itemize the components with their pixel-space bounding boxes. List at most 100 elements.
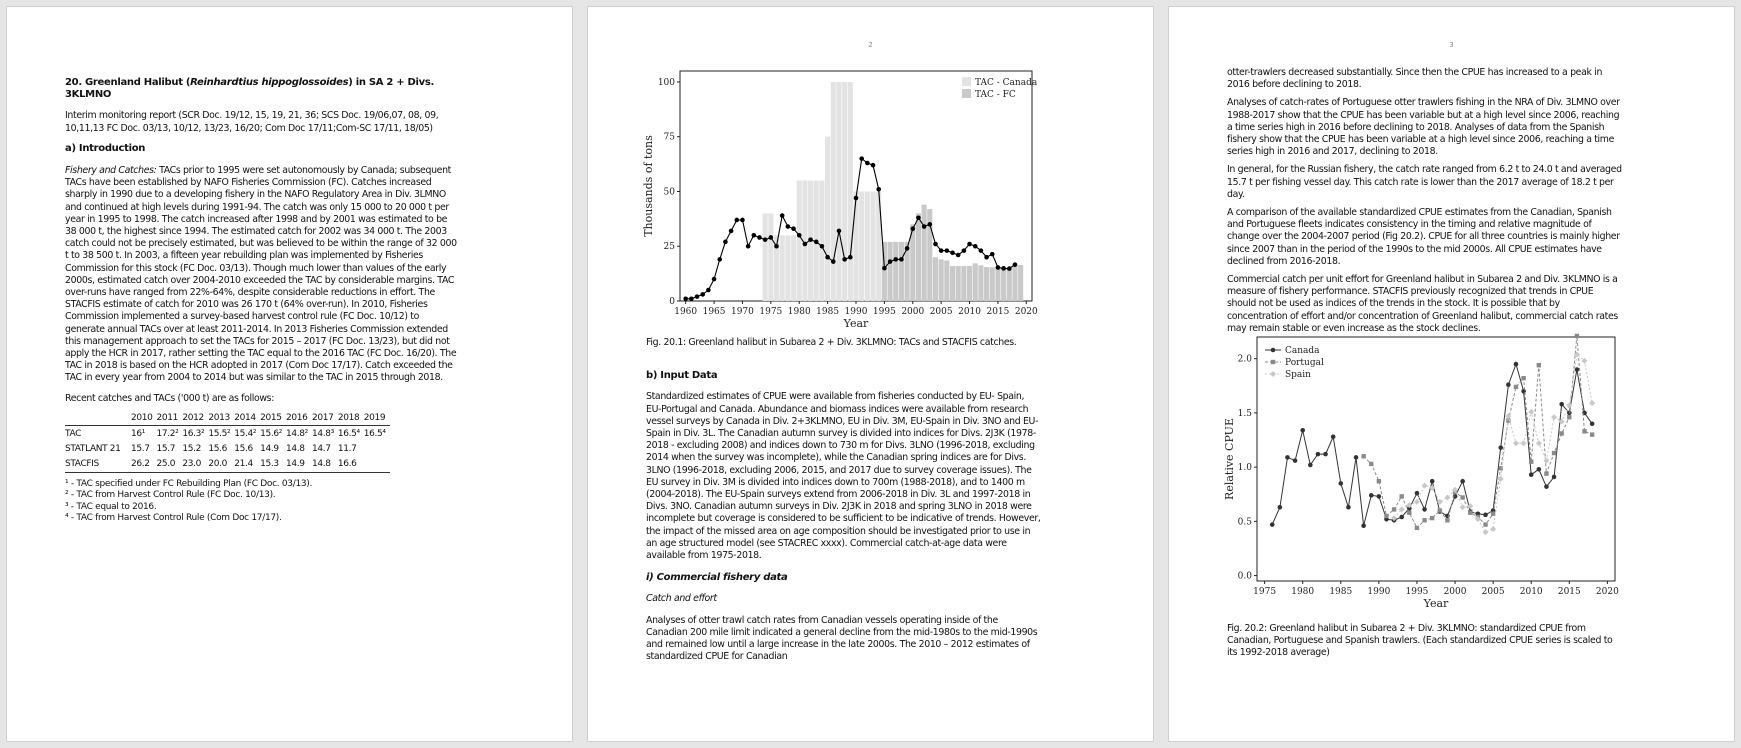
- legend-marker: [1270, 359, 1276, 365]
- y-tick-label: 25: [664, 242, 676, 252]
- cpue-point-spain: [1558, 418, 1565, 425]
- cpue-point-canada: [1285, 455, 1290, 460]
- cpue-point-canada: [1506, 382, 1511, 388]
- catch-point: [779, 213, 785, 218]
- tac-fc-bar: [887, 241, 893, 301]
- y-tick-label: 75: [664, 133, 676, 143]
- tac-canada-bar: [779, 235, 785, 301]
- catch-point: [955, 252, 961, 258]
- cpue-point-canada: [1399, 514, 1405, 520]
- table-cell: 21.4: [234, 456, 261, 473]
- cpue-point-canada: [1460, 478, 1465, 484]
- catch-point: [984, 254, 989, 260]
- catch-point: [700, 292, 706, 297]
- x-tick-label: 2015: [1558, 587, 1581, 597]
- table-row-label: STATLANT 21: [65, 444, 121, 455]
- cpue-point-portugal: [1567, 415, 1572, 420]
- catch-point: [1001, 266, 1006, 271]
- cpue-point-spain: [1520, 440, 1527, 447]
- table-cell: 15.4²: [234, 429, 257, 440]
- cpue-point-portugal: [1422, 518, 1427, 523]
- cpue-point-portugal: [1559, 431, 1564, 436]
- y-tick-label: 1.0: [1238, 463, 1253, 473]
- x-axis-label: Year: [1423, 597, 1449, 610]
- cpue-point-canada: [1551, 474, 1557, 480]
- catch-point: [774, 243, 779, 249]
- tac-fc-bar: [1018, 264, 1024, 301]
- table-cell: 11.7: [337, 444, 357, 455]
- catch-point: [870, 162, 876, 168]
- tac-canada-bar: [773, 235, 780, 301]
- figure-20-2-caption-box: Fig. 20.2: Greenland halibut in Subarea …: [1227, 623, 1617, 666]
- cpue-point-canada: [1414, 490, 1420, 496]
- catch-point: [842, 257, 847, 262]
- catch-point: [813, 239, 819, 245]
- x-tick-label: 1960: [674, 307, 697, 317]
- table-row: STATLANT 21 15.7 15.7 15.2 15.6 15.6 14.9 14.8 1…: [65, 441, 390, 456]
- tac-canada-bar: [830, 81, 836, 301]
- table-cell: 14.8: [311, 456, 338, 473]
- table-header-year: 2019: [363, 410, 390, 427]
- x-axis-label: Year: [843, 317, 869, 330]
- y-tick-label: 0: [669, 297, 675, 307]
- x-tick-label: 1985: [816, 307, 839, 317]
- table-header-year: 2018: [337, 410, 364, 427]
- catch-point: [796, 232, 802, 238]
- legend-swatch: [962, 77, 971, 86]
- cpue-point-spain: [1589, 400, 1596, 407]
- catch-point: [689, 296, 694, 302]
- cpue-point-spain: [1490, 525, 1497, 532]
- cpue-point-spain: [1482, 529, 1489, 536]
- catch-point: [967, 241, 972, 247]
- cpue-point-spain: [1505, 413, 1512, 420]
- cpue-point-spain: [1444, 494, 1451, 501]
- catch-point: [751, 232, 757, 238]
- cpue-point-portugal: [1445, 518, 1450, 523]
- cpue-point-portugal: [1498, 466, 1503, 471]
- cpue-point-portugal: [1437, 508, 1443, 513]
- tac-fc-bar: [955, 265, 961, 301]
- document-page-3: 3 otter-trawlers decreased substantially…: [1168, 6, 1735, 742]
- cpue-point-portugal: [1483, 522, 1488, 527]
- cpue-point-spain: [1459, 504, 1466, 511]
- tac-canada-bar: [802, 180, 808, 301]
- catch-point: [740, 217, 745, 223]
- tac-fc-bar: [995, 266, 1001, 301]
- x-tick-label: 1975: [1253, 587, 1276, 597]
- cpue-point-canada: [1513, 361, 1519, 367]
- catch-point: [865, 160, 870, 166]
- catch-point: [927, 222, 933, 227]
- catch-point: [836, 228, 842, 234]
- cpue-point-spain: [1474, 516, 1481, 523]
- x-tick-label: 2020: [1015, 307, 1038, 317]
- cpue-point-canada: [1361, 523, 1366, 528]
- table-row: STACFIS 26.2 25.0 23.0 20.0 21.4 15.3 14.9 14.8 1…: [65, 456, 390, 473]
- figure-20-2-caption: Fig. 20.2: Greenland halibut in Subarea …: [1227, 623, 1613, 659]
- legend-marker: [1270, 371, 1276, 377]
- table-header-year: 2013: [208, 410, 235, 427]
- y-tick-label: 100: [658, 78, 675, 88]
- tac-fc-bar: [898, 241, 904, 301]
- table-cell: 15.6: [234, 444, 253, 455]
- catch-point: [848, 254, 853, 260]
- catch-point: [944, 248, 950, 253]
- table-cell: 15.2: [182, 444, 202, 455]
- cpue-point-portugal: [1407, 510, 1412, 515]
- tac-fc-bar: [932, 257, 939, 301]
- cpue-point-canada: [1574, 367, 1580, 372]
- catch-point: [893, 257, 899, 262]
- x-tick-label: 2000: [901, 307, 924, 317]
- x-tick-label: 1970: [731, 307, 754, 317]
- tac-fc-bar: [927, 209, 933, 301]
- cpue-point-portugal: [1574, 333, 1580, 339]
- tac-fc-bar: [944, 260, 950, 301]
- cpue-point-canada: [1330, 434, 1336, 440]
- cpue-point-portugal: [1589, 432, 1595, 437]
- table-header-year: 2015: [260, 410, 287, 427]
- cpue-point-portugal: [1414, 525, 1420, 531]
- cpue-point-spain: [1535, 440, 1542, 447]
- cpue-point-portugal: [1490, 511, 1496, 516]
- catch-point: [728, 228, 734, 234]
- cpue-point-canada: [1323, 451, 1328, 457]
- legend-marker: [1270, 347, 1276, 353]
